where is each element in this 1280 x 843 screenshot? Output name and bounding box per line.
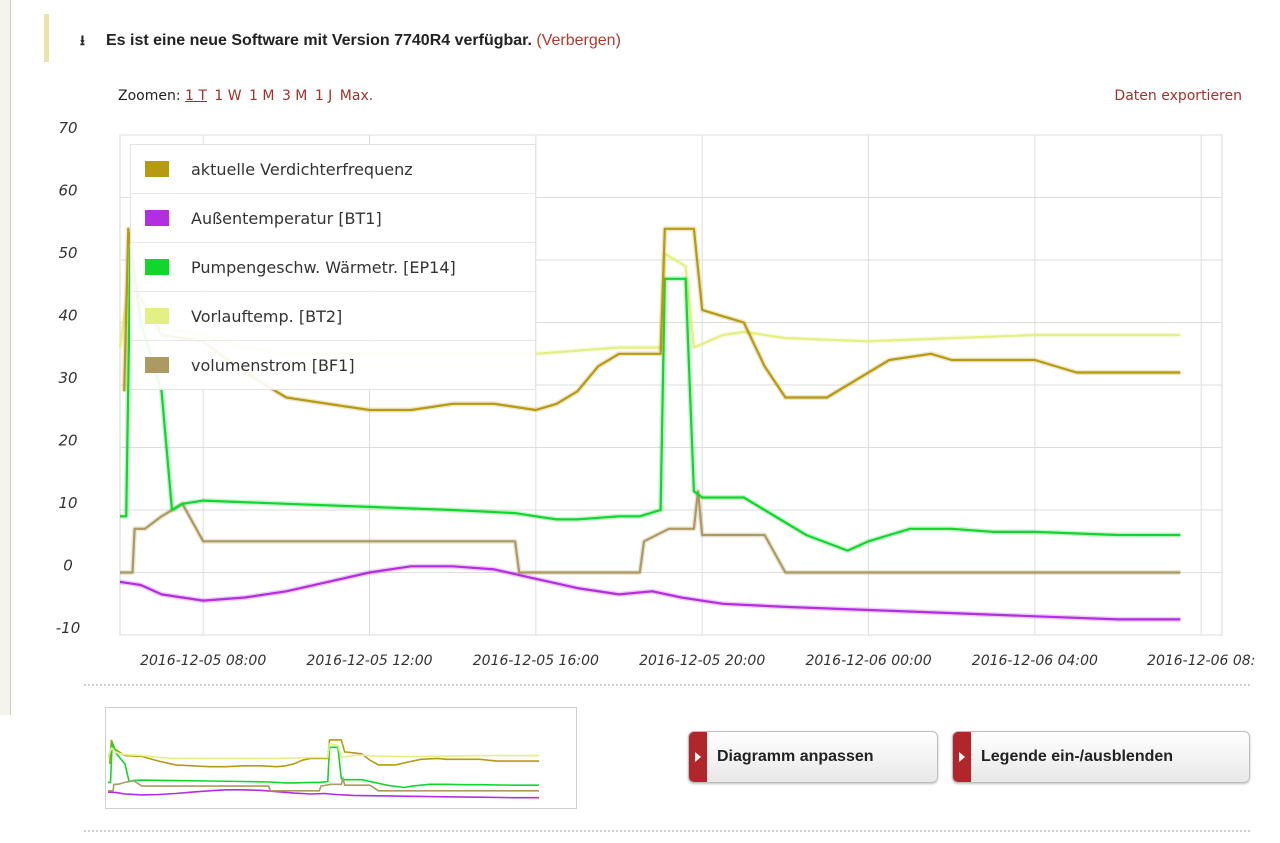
adjust-diagram-button[interactable]: Diagramm anpassen [688,731,938,783]
x-tick-label: 2016-12-06 04:00 [972,653,1098,669]
x-tick-label: 2016-12-06 08: [1147,653,1255,669]
legend-item-supply-temperature[interactable]: Vorlauftemp. [BT2] [131,292,535,341]
navigator-mini-chart [107,739,540,799]
y-tick-label: 20 [58,432,77,450]
legend-item-pump-speed[interactable]: Pumpengeschw. Wärmetr. [EP14] [131,243,535,292]
legend-label: aktuelle Verdichterfrequenz [191,159,413,179]
x-tick-label: 2016-12-05 12:00 [306,653,432,669]
legend-label: volumenstrom [BF1] [191,355,355,375]
zoom-1-day[interactable]: 1 T [185,88,207,104]
x-tick-label: 2016-12-05 20:00 [639,653,765,669]
y-tick-label: 0 [63,557,73,575]
chart-navigator[interactable] [105,707,577,809]
legend-swatch [145,308,169,324]
arrow-right-icon [689,732,707,782]
hide-notice-link[interactable]: (Verbergen) [536,32,621,49]
adjust-diagram-label: Diagramm anpassen [717,748,874,765]
download-icon[interactable]: ⭳ [80,32,85,48]
zoom-3-months[interactable]: 3 M [281,88,308,104]
export-data-link[interactable]: Daten exportieren [1114,88,1242,104]
series-line [120,246,1181,552]
legend-swatch [145,259,169,275]
legend-item-compressor-frequency[interactable]: aktuelle Verdichterfrequenz [131,145,535,194]
zoom-1-year[interactable]: 1 J [314,88,333,104]
y-tick-label: -10 [56,619,81,637]
arrow-right-icon [953,732,971,782]
separator-top [84,684,1250,686]
software-update-notice: ⭳ Es ist eine neue Software mit Version 7… [80,30,621,54]
toggle-legend-button[interactable]: Legende ein-/ausblenden [952,731,1250,783]
navigator-series-line [107,742,540,760]
zoom-controls: Zoomen: 1 T 1 W 1 M 3 M 1 J Max. [118,88,376,104]
chart-legend: aktuelle Verdichterfrequenz Außentempera… [130,144,536,390]
legend-swatch [145,210,169,226]
zoom-1-week[interactable]: 1 W [214,88,242,104]
legend-item-flow-rate[interactable]: volumenstrom [BF1] [131,341,535,389]
y-tick-label: 50 [58,244,77,262]
x-tick-label: 2016-12-05 16:00 [473,653,599,669]
notice-text: Es ist eine neue Software mit Version 77… [106,32,532,49]
legend-label: Außentemperatur [BT1] [191,208,382,228]
notice-accent-bar [44,14,49,62]
legend-swatch [145,357,169,373]
y-tick-label: 40 [58,307,77,325]
navigator-series-line [108,739,540,768]
y-tick-label: 70 [58,119,77,137]
zoom-1-month[interactable]: 1 M [249,88,275,104]
legend-label: Vorlauftemp. [BT2] [191,306,343,326]
navigator-series-line [108,775,540,792]
legend-label: Pumpengeschw. Wärmetr. [EP14] [191,257,456,277]
legend-swatch [145,161,169,177]
zoom-max[interactable]: Max. [339,88,374,104]
navigator-series-line [107,789,540,799]
separator-bottom [84,830,1250,832]
zoom-label: Zoomen: [118,88,181,104]
series-line [120,490,1181,574]
x-tick-label: 2016-12-06 00:00 [805,653,931,669]
y-tick-label: 10 [58,494,77,512]
series-line [119,565,1181,621]
x-tick-label: 2016-12-05 08:00 [140,653,266,669]
y-tick-label: 30 [58,369,77,387]
y-tick-label: 60 [58,182,77,200]
toggle-legend-label: Legende ein-/ausblenden [981,748,1174,765]
legend-item-outdoor-temperature[interactable]: Außentemperatur [BT1] [131,194,535,243]
left-panel-edge [0,0,11,715]
